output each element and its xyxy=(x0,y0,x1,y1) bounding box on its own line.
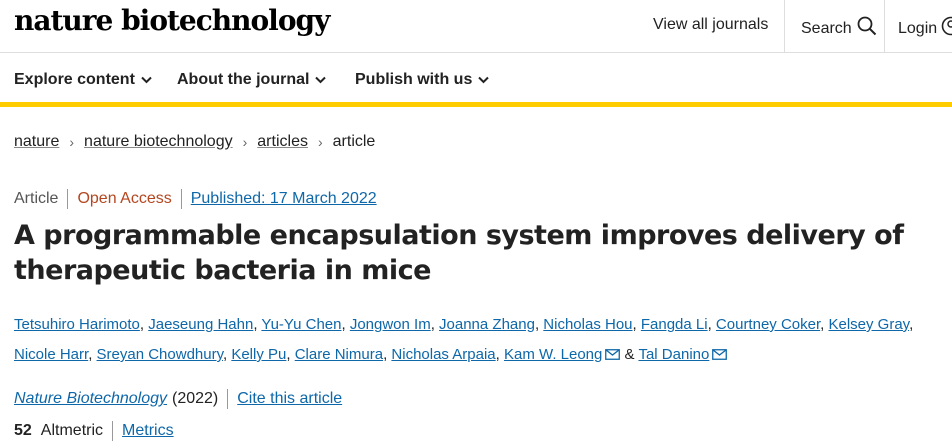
author-link[interactable]: Tetsuhiro Harimoto xyxy=(14,316,140,333)
metrics-line: 52 Altmetric Metrics xyxy=(14,421,174,441)
published-date-link[interactable]: Published: 17 March 2022 xyxy=(190,190,377,207)
author-link[interactable]: Yu-Yu Chen xyxy=(261,316,342,333)
search-button[interactable]: Search xyxy=(801,16,877,41)
author-link[interactable]: Courtney Coker xyxy=(715,316,821,333)
nav-item-label: Publish with us xyxy=(355,71,473,88)
cite-this-article-link[interactable]: Cite this article xyxy=(237,390,343,407)
author-link[interactable]: Sreyan Chowdhury xyxy=(96,346,223,363)
site-header: nature biotechnology View all journals S… xyxy=(0,0,952,53)
author-conjunction: & xyxy=(624,346,635,363)
author-list: Tetsuhiro Harimoto, Jaeseung Hahn, Yu-Yu… xyxy=(14,310,944,371)
author-link[interactable]: Clare Nimura xyxy=(294,346,384,363)
article-meta: Article Open Access Published: 17 March … xyxy=(14,189,377,209)
user-icon xyxy=(937,16,952,41)
main-nav: Explore content About the journal Publis… xyxy=(0,53,952,107)
nav-about-the-journal[interactable]: About the journal xyxy=(177,71,327,89)
author-link[interactable]: Joanna Zhang xyxy=(439,316,535,333)
search-label: Search xyxy=(801,19,852,37)
breadcrumb-nature[interactable]: nature xyxy=(14,133,60,150)
meta-divider xyxy=(180,189,182,209)
email-icon[interactable] xyxy=(712,341,728,371)
publication-year: (2022) xyxy=(171,390,219,407)
search-icon xyxy=(852,16,877,41)
view-all-journals-link[interactable]: View all journals xyxy=(653,16,769,33)
meta-divider xyxy=(67,189,69,209)
author-link[interactable]: Nicole Harr xyxy=(14,346,89,363)
meta-divider xyxy=(112,421,114,441)
chevron-right-icon: › xyxy=(69,134,75,150)
nav-item-label: About the journal xyxy=(177,71,310,88)
chevron-down-icon xyxy=(135,71,152,89)
breadcrumb: nature › nature biotechnology › articles… xyxy=(14,133,375,151)
header-divider xyxy=(884,0,885,53)
email-icon[interactable] xyxy=(605,341,621,371)
chevron-down-icon xyxy=(472,71,490,89)
breadcrumb-articles[interactable]: articles xyxy=(257,133,308,150)
header-divider xyxy=(784,0,785,53)
author-link[interactable]: Fangda Li xyxy=(640,316,708,333)
nav-item-label: Explore content xyxy=(14,71,135,88)
author-link[interactable]: Jongwon Im xyxy=(349,316,431,333)
author-link[interactable]: Kelly Pu xyxy=(231,346,287,363)
chevron-right-icon: › xyxy=(317,134,323,150)
open-access-badge: Open Access xyxy=(77,190,172,207)
metrics-link[interactable]: Metrics xyxy=(122,422,174,439)
login-button[interactable]: Login xyxy=(898,16,952,41)
chevron-right-icon: › xyxy=(242,134,248,150)
nav-explore-content[interactable]: Explore content xyxy=(14,71,152,89)
author-link[interactable]: Kam W. Leong xyxy=(503,346,603,363)
breadcrumb-journal[interactable]: nature biotechnology xyxy=(84,133,233,150)
author-link[interactable]: Jaeseung Hahn xyxy=(148,316,254,333)
login-label: Login xyxy=(898,19,938,37)
author-link[interactable]: Nicholas Hou xyxy=(543,316,633,333)
chevron-down-icon xyxy=(309,71,327,89)
breadcrumb-current: article xyxy=(332,133,376,150)
altmetric-score: 52 xyxy=(14,422,32,439)
altmetric-label: Altmetric xyxy=(40,422,104,439)
author-link[interactable]: Nicholas Arpaia xyxy=(391,346,496,363)
citation-line: Nature Biotechnology (2022) Cite this ar… xyxy=(14,389,342,409)
nav-publish-with-us[interactable]: Publish with us xyxy=(355,71,490,89)
meta-divider xyxy=(227,389,229,409)
author-link[interactable]: Tal Danino xyxy=(638,346,710,363)
journal-link[interactable]: Nature Biotechnology xyxy=(14,390,167,407)
article-title: A programmable encapsulation system impr… xyxy=(14,220,904,286)
site-logo[interactable]: nature biotechnology xyxy=(14,4,330,37)
author-link[interactable]: Kelsey Gray xyxy=(828,316,910,333)
article-type: Article xyxy=(14,190,59,207)
